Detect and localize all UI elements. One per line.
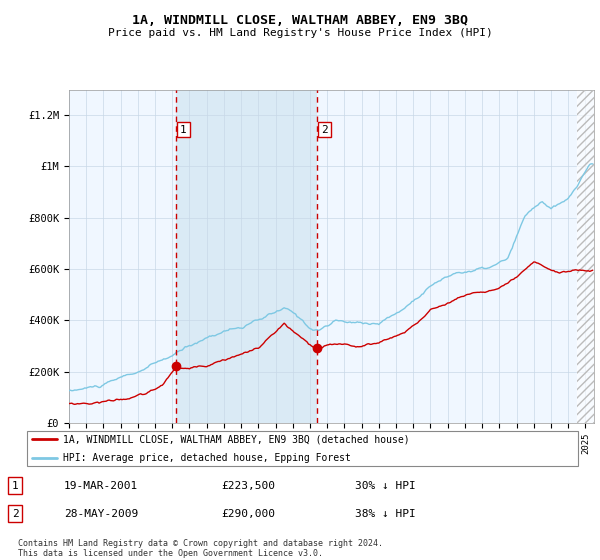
Text: 2: 2	[12, 508, 19, 519]
Bar	[176, 90, 317, 423]
Text: £223,500: £223,500	[221, 480, 275, 491]
Text: 1: 1	[12, 480, 19, 491]
Text: 30% ↓ HPI: 30% ↓ HPI	[355, 480, 416, 491]
Text: 1A, WINDMILL CLOSE, WALTHAM ABBEY, EN9 3BQ: 1A, WINDMILL CLOSE, WALTHAM ABBEY, EN9 3…	[132, 14, 468, 27]
Text: 1A, WINDMILL CLOSE, WALTHAM ABBEY, EN9 3BQ (detached house): 1A, WINDMILL CLOSE, WALTHAM ABBEY, EN9 3…	[63, 434, 410, 444]
Text: 19-MAR-2001: 19-MAR-2001	[64, 480, 139, 491]
Text: £290,000: £290,000	[221, 508, 275, 519]
Text: 38% ↓ HPI: 38% ↓ HPI	[355, 508, 416, 519]
Text: Price paid vs. HM Land Registry's House Price Index (HPI): Price paid vs. HM Land Registry's House …	[107, 28, 493, 38]
Text: 28-MAY-2009: 28-MAY-2009	[64, 508, 139, 519]
Text: 2: 2	[321, 124, 328, 134]
FancyBboxPatch shape	[27, 431, 578, 466]
Text: 1: 1	[180, 124, 187, 134]
Text: HPI: Average price, detached house, Epping Forest: HPI: Average price, detached house, Eppi…	[63, 453, 351, 463]
Text: Contains HM Land Registry data © Crown copyright and database right 2024.
This d: Contains HM Land Registry data © Crown c…	[18, 539, 383, 558]
